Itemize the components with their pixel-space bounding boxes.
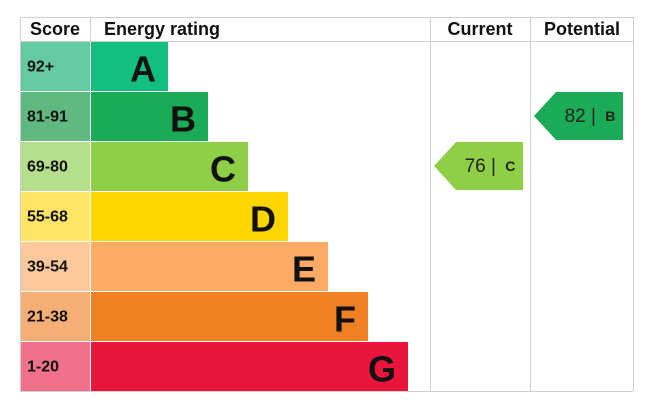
- current-separator: |: [491, 156, 496, 177]
- current-arrow: [434, 142, 523, 190]
- score-cell: [21, 292, 90, 341]
- rating-letter: B: [170, 99, 196, 140]
- score-label: 21-38: [27, 309, 68, 326]
- rating-letter: C: [210, 149, 236, 190]
- score-cell: [21, 192, 90, 241]
- score-label: 92+: [27, 59, 54, 76]
- score-label: 69-80: [27, 159, 68, 176]
- score-cell: [21, 242, 90, 291]
- current-value: 76: [465, 156, 486, 177]
- rating-letter: A: [130, 49, 156, 90]
- score-label: 55-68: [27, 209, 68, 226]
- rating-bar: [91, 142, 248, 191]
- current-rating: C: [505, 158, 515, 174]
- potential-label: 82 | B: [565, 106, 616, 127]
- rating-bar: [91, 192, 288, 241]
- header-potential: Potential: [544, 19, 620, 39]
- potential-arrow: [534, 92, 623, 140]
- potential-value: 82: [565, 106, 586, 127]
- rating-letter: G: [368, 349, 396, 390]
- rating-letter: D: [250, 199, 276, 240]
- header-current: Current: [447, 19, 512, 39]
- header-score: Score: [30, 19, 80, 39]
- rating-bar: [91, 292, 368, 341]
- score-cell: [21, 142, 90, 191]
- rating-letter: E: [292, 249, 316, 290]
- score-label: 81-91: [27, 109, 68, 126]
- score-cell: [21, 42, 90, 91]
- rating-letter: F: [334, 299, 356, 340]
- header-rating: Energy rating: [104, 19, 220, 39]
- potential-rating: B: [605, 108, 615, 124]
- current-label: 76 | C: [465, 156, 516, 177]
- rating-bar: [91, 342, 408, 391]
- score-label: 1-20: [27, 359, 59, 376]
- rating-bar: [91, 92, 208, 141]
- rating-bar: [91, 242, 328, 291]
- potential-separator: |: [591, 106, 596, 127]
- score-cell: [21, 92, 90, 141]
- score-label: 39-54: [27, 259, 68, 276]
- score-cell: [21, 342, 90, 391]
- frame: [20, 17, 634, 392]
- rating-bar: [91, 42, 168, 91]
